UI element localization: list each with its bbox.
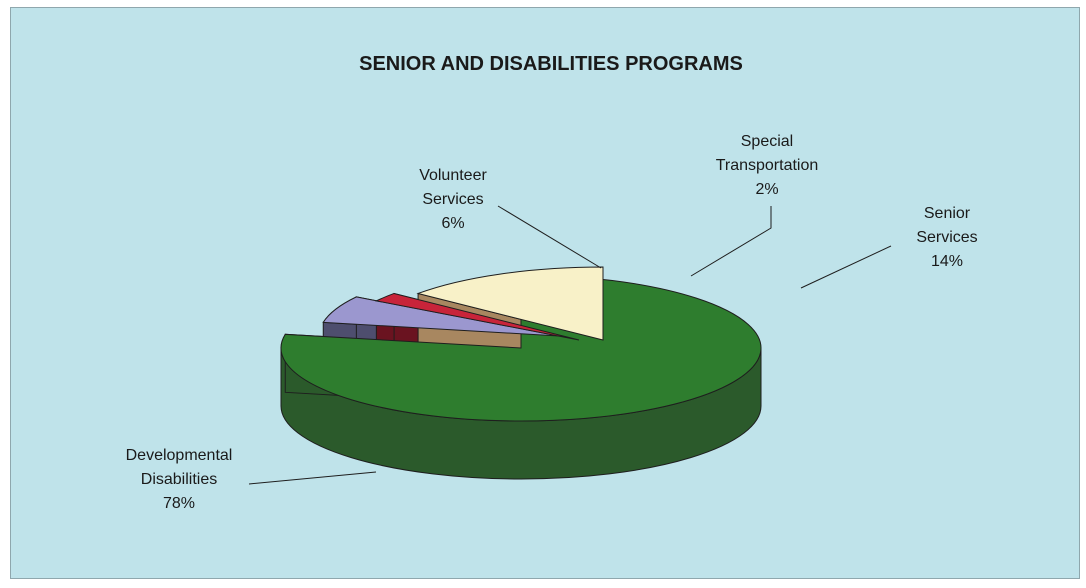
pie-slice <box>374 292 580 341</box>
label-layer: Developmental Disabilities 78% Volunteer Ser… <box>126 133 978 512</box>
leader-line <box>497 205 602 269</box>
slice-percent-label: 2% <box>755 181 778 198</box>
leader-line <box>800 245 892 289</box>
slice-percent-label: 6% <box>441 215 464 232</box>
slice-name-label: Developmental <box>126 447 233 464</box>
slice-name-label: Senior <box>924 205 971 222</box>
slice-name-label: Transportation <box>716 157 819 174</box>
slice-name-label: Services <box>422 191 483 208</box>
slice-percent-label: 14% <box>931 253 963 270</box>
pie-slice <box>416 266 604 341</box>
slice-name-label: Special <box>741 133 793 150</box>
slice-percent-label: 78% <box>163 495 195 512</box>
chart-panel: SENIOR AND DISABILITIES PROGRAMS Develop… <box>10 7 1080 579</box>
pie-slice <box>322 296 560 337</box>
slice-name-label: Services <box>916 229 977 246</box>
leader-line <box>248 471 377 485</box>
chart-title: SENIOR AND DISABILITIES PROGRAMS <box>359 53 743 75</box>
leader-layer <box>248 205 892 485</box>
slice-name-label: Volunteer <box>419 167 487 184</box>
pie-slice <box>280 274 762 422</box>
pie-chart: SENIOR AND DISABILITIES PROGRAMS Develop… <box>126 53 978 512</box>
leader-line <box>690 206 772 277</box>
slice-name-label: Disabilities <box>141 471 217 488</box>
pie-layer <box>280 266 762 480</box>
